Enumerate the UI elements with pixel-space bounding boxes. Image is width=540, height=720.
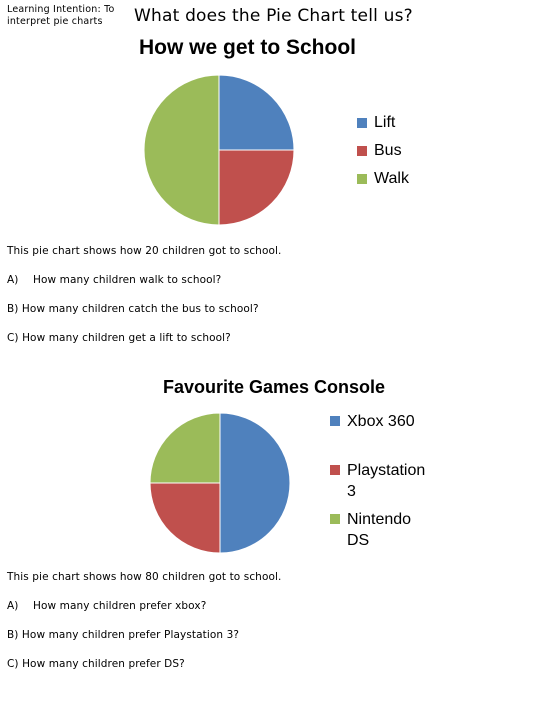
question-2b: B) How many children prefer Playstation … — [7, 629, 240, 641]
question-2c: C) How many children prefer DS? — [7, 658, 185, 670]
chart-1-legend: Lift Bus Walk — [357, 114, 409, 198]
legend-swatch — [357, 174, 367, 184]
question-label: A) — [7, 274, 19, 286]
legend-label: Nintendo DS — [347, 511, 412, 549]
pie-slice-bus — [218, 149, 295, 226]
legend-label: Lift — [374, 114, 396, 131]
pie-slice-walk — [143, 74, 220, 226]
question-text: How many children prefer xbox? — [33, 600, 207, 612]
question-1a: A) How many children walk to school? — [7, 274, 221, 286]
legend-label: Playstation 3 — [347, 462, 426, 500]
legend-swatch — [330, 465, 340, 475]
legend-item-walk: Walk — [357, 170, 409, 198]
chart-2-legend: Xbox 360 Playstation 3 Nintendo DS — [330, 411, 425, 551]
question-2a: A) How many children prefer xbox? — [7, 600, 206, 612]
legend-label: Bus — [374, 142, 402, 159]
legend-item-playstation: Playstation 3 — [330, 460, 425, 502]
legend-label: Walk — [374, 170, 409, 187]
legend-swatch — [330, 514, 340, 524]
question-label: A) — [7, 600, 19, 612]
learning-intention: Learning Intention: To interpret pie cha… — [7, 4, 115, 27]
legend-item-lift: Lift — [357, 114, 409, 142]
legend-item-xbox: Xbox 360 — [330, 411, 425, 432]
question-1b: B) How many children catch the bus to sc… — [7, 303, 259, 315]
section-2-intro: This pie chart shows how 80 children got… — [7, 571, 282, 583]
pie-slice-playstation-3 — [149, 482, 221, 554]
pie-slice-xbox-360 — [219, 412, 291, 554]
legend-label: Xbox 360 — [347, 413, 415, 430]
chart-2-title: Favourite Games Console — [163, 377, 386, 397]
page-title: What does the Pie Chart tell us? — [134, 6, 413, 26]
legend-item-bus: Bus — [357, 142, 409, 170]
legend-swatch — [357, 118, 367, 128]
question-1c: C) How many children get a lift to schoo… — [7, 332, 231, 344]
chart-1-title: How we get to School — [139, 36, 357, 59]
legend-swatch — [357, 146, 367, 156]
legend-swatch — [330, 416, 340, 426]
section-1-intro: This pie chart shows how 20 children got… — [7, 245, 282, 257]
pie-slice-lift — [218, 74, 295, 151]
legend-item-nintendo: Nintendo DS — [330, 509, 425, 551]
pie-slice-nintendo-ds — [149, 412, 221, 484]
question-text: How many children walk to school? — [33, 274, 222, 286]
